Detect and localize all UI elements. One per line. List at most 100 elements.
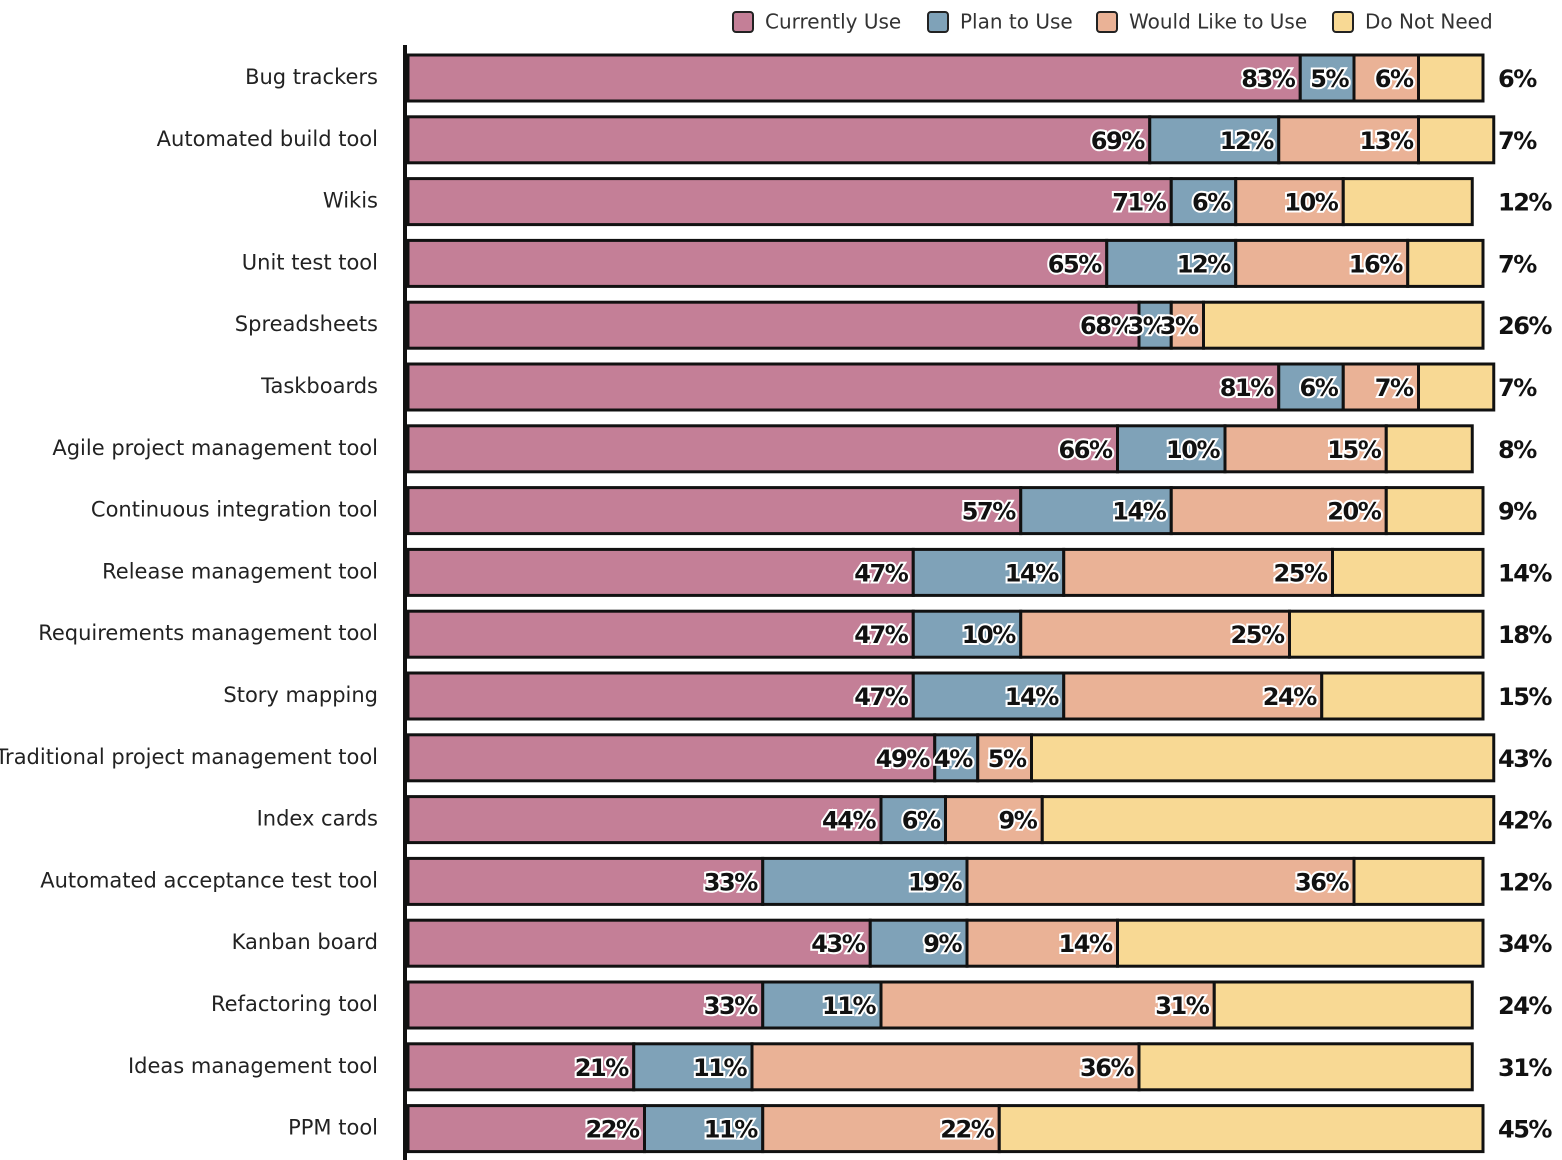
bar-segment bbox=[408, 549, 913, 595]
bar-segment bbox=[1290, 611, 1484, 657]
bar-segment bbox=[408, 488, 1021, 534]
value-label: 9% bbox=[999, 807, 1038, 835]
bar-segment bbox=[1333, 549, 1484, 595]
value-label: 66% bbox=[1059, 436, 1113, 464]
value-label: 81% bbox=[1220, 374, 1274, 402]
legend-label: Plan to Use bbox=[960, 10, 1073, 34]
value-label: 11% bbox=[693, 1054, 747, 1082]
category-label: Taskboards bbox=[260, 374, 378, 398]
value-label: 44% bbox=[822, 807, 876, 835]
value-label: 24% bbox=[1263, 683, 1317, 711]
value-label: 26% bbox=[1498, 312, 1552, 340]
bar-segment bbox=[1386, 426, 1472, 472]
value-label: 13% bbox=[1360, 127, 1414, 155]
bar-segment bbox=[408, 426, 1118, 472]
bar-segment bbox=[408, 240, 1107, 286]
bar-segment bbox=[1386, 488, 1483, 534]
category-label: Wikis bbox=[323, 189, 378, 213]
value-label: 6% bbox=[1300, 374, 1339, 402]
value-label: 15% bbox=[1498, 683, 1552, 711]
value-label: 6% bbox=[1498, 65, 1537, 93]
value-label: 12% bbox=[1220, 127, 1274, 155]
value-label: 3% bbox=[1160, 312, 1199, 340]
value-label: 57% bbox=[962, 498, 1016, 526]
category-label: Release management tool bbox=[102, 559, 378, 583]
category-label: Automated build tool bbox=[157, 127, 378, 151]
value-label: 14% bbox=[1005, 559, 1059, 587]
value-label: 42% bbox=[1498, 807, 1552, 835]
legend-label: Would Like to Use bbox=[1129, 10, 1307, 34]
value-label: 7% bbox=[1498, 374, 1537, 402]
bar-segment bbox=[408, 364, 1279, 410]
bar-segment bbox=[1118, 920, 1484, 966]
value-label: 36% bbox=[1295, 868, 1349, 896]
legend-swatch bbox=[1097, 12, 1117, 32]
bar-segment bbox=[408, 179, 1171, 225]
legend-swatch bbox=[928, 12, 948, 32]
bar-segment bbox=[408, 55, 1300, 101]
legend-swatch bbox=[733, 12, 753, 32]
value-label: 20% bbox=[1327, 498, 1381, 526]
value-label: 71% bbox=[1112, 189, 1166, 217]
bar-segment bbox=[408, 611, 913, 657]
value-label: 68% bbox=[1080, 312, 1134, 340]
value-label: 31% bbox=[1498, 1054, 1552, 1082]
category-label: Unit test tool bbox=[242, 250, 378, 274]
value-label: 8% bbox=[1498, 436, 1537, 464]
legend-label: Do Not Need bbox=[1365, 10, 1493, 34]
value-label: 25% bbox=[1231, 621, 1285, 649]
value-label: 14% bbox=[1498, 559, 1552, 587]
bar-segment bbox=[1419, 364, 1494, 410]
value-label: 47% bbox=[854, 621, 908, 649]
value-label: 36% bbox=[1080, 1054, 1134, 1082]
category-label: Refactoring tool bbox=[211, 992, 378, 1016]
value-label: 43% bbox=[811, 930, 865, 958]
value-label: 10% bbox=[1284, 189, 1338, 217]
value-label: 6% bbox=[1375, 65, 1414, 93]
category-label: Index cards bbox=[257, 807, 378, 831]
category-label: Bug trackers bbox=[245, 65, 378, 89]
value-label: 16% bbox=[1349, 250, 1403, 278]
category-label: Continuous integration tool bbox=[91, 498, 378, 522]
bar-segment bbox=[1322, 673, 1483, 719]
category-label: Story mapping bbox=[223, 683, 378, 707]
value-label: 6% bbox=[902, 807, 941, 835]
category-label: Traditional project management tool bbox=[0, 745, 378, 769]
bar-segment bbox=[1419, 117, 1494, 163]
value-label: 24% bbox=[1498, 992, 1552, 1020]
legend-label: Currently Use bbox=[765, 10, 901, 34]
category-label: Agile project management tool bbox=[52, 436, 378, 460]
value-label: 4% bbox=[934, 745, 973, 773]
value-label: 14% bbox=[1112, 498, 1166, 526]
bar-segment bbox=[1032, 735, 1494, 781]
value-label: 33% bbox=[704, 992, 758, 1020]
chart: Currently Use Plan to Use Would Like to Us… bbox=[0, 0, 1562, 1160]
value-label: 9% bbox=[923, 930, 962, 958]
bar-segment bbox=[1354, 858, 1483, 904]
value-label: 12% bbox=[1498, 868, 1552, 896]
value-label: 19% bbox=[908, 868, 962, 896]
value-label: 31% bbox=[1155, 992, 1209, 1020]
bar-segment bbox=[1139, 1044, 1472, 1090]
value-label: 7% bbox=[1498, 127, 1537, 155]
value-label: 11% bbox=[704, 1116, 758, 1144]
bar-segment bbox=[408, 797, 881, 843]
bar-segment bbox=[1214, 982, 1472, 1028]
value-label: 83% bbox=[1241, 65, 1295, 93]
bar-segment bbox=[1419, 55, 1484, 101]
bar-segment bbox=[408, 735, 935, 781]
category-label: Spreadsheets bbox=[235, 312, 378, 336]
value-label: 14% bbox=[1005, 683, 1059, 711]
category-label: Requirements management tool bbox=[38, 621, 378, 645]
value-label: 21% bbox=[575, 1054, 629, 1082]
value-label: 34% bbox=[1498, 930, 1552, 958]
value-label: 7% bbox=[1375, 374, 1414, 402]
value-label: 45% bbox=[1498, 1116, 1552, 1144]
value-label: 10% bbox=[962, 621, 1016, 649]
bar-segment bbox=[1343, 179, 1472, 225]
bar-segment bbox=[1204, 302, 1484, 348]
value-label: 12% bbox=[1177, 250, 1231, 278]
bar-segment bbox=[408, 673, 913, 719]
bar-segment bbox=[408, 920, 870, 966]
legend-swatch bbox=[1333, 12, 1353, 32]
